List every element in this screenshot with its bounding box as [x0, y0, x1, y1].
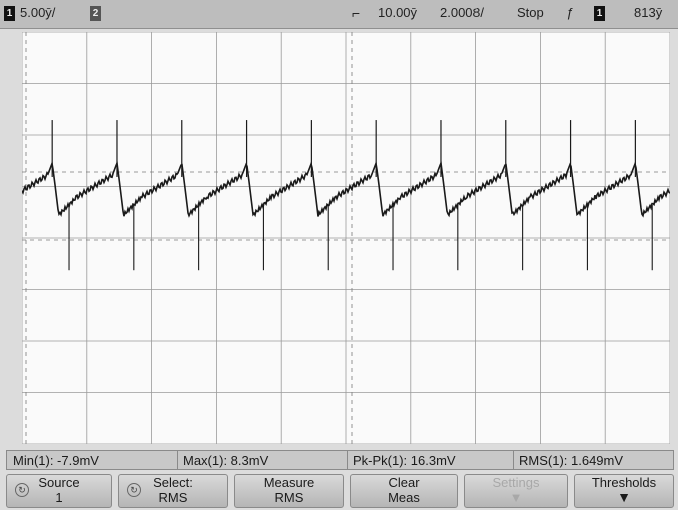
- timebase-scale: 2.000Ȣ/: [440, 5, 485, 20]
- softkey-label: Settings: [492, 475, 540, 490]
- divider: [513, 451, 514, 469]
- measurement-pkpk: Pk-Pk(1): 16.3mV: [353, 453, 456, 468]
- trigger-delay: 10.00ȳ: [378, 5, 418, 20]
- softkey-value: RMS: [274, 490, 304, 505]
- clear-meas-softkey[interactable]: Clear Meas: [350, 474, 458, 508]
- rotate-knob-icon: ↻: [127, 483, 141, 497]
- trigger-position-icon: ⌐: [352, 5, 361, 21]
- measurement-min: Min(1): -7.9mV: [13, 453, 99, 468]
- softkey-value: RMS: [158, 490, 188, 505]
- softkey-label: Thresholds: [591, 475, 657, 490]
- chevron-down-icon: ▼: [509, 490, 523, 505]
- softkey-label: Clear: [388, 475, 420, 490]
- trigger-level: 813ȳ: [634, 5, 663, 20]
- waveform-trace: [22, 160, 670, 218]
- channel-2-indicator[interactable]: 2: [90, 6, 101, 21]
- graticule: [22, 32, 670, 444]
- softkey-label: Source: [38, 475, 80, 490]
- source-softkey[interactable]: ↻ Source 1: [6, 474, 112, 508]
- trigger-source: 1: [594, 6, 605, 21]
- measurement-bar: Min(1): -7.9mV Max(1): 8.3mV Pk-Pk(1): 1…: [6, 450, 674, 470]
- settings-softkey[interactable]: Settings ▼: [464, 474, 568, 508]
- select-softkey[interactable]: ↻ Select: RMS: [118, 474, 228, 508]
- trigger-edge-icon: ƒ: [566, 5, 574, 20]
- waveform-screen[interactable]: [22, 32, 670, 444]
- channel-1-scale: 5.00ȳ/: [20, 5, 56, 20]
- measure-rms-softkey[interactable]: Measure RMS: [234, 474, 344, 508]
- measurement-rms: RMS(1): 1.649mV: [519, 453, 624, 468]
- softkey-row: ↻ Source 1 ↻ Select: RMS Measure RMS Cle…: [0, 472, 678, 510]
- channel-1-indicator[interactable]: 1: [4, 6, 15, 21]
- softkey-value: Meas: [388, 490, 420, 505]
- run-state: Stop: [517, 5, 544, 20]
- measurement-max: Max(1): 8.3mV: [183, 453, 269, 468]
- divider: [347, 451, 348, 469]
- softkey-label: Measure: [263, 475, 315, 490]
- softkey-label: Select:: [153, 475, 193, 490]
- thresholds-softkey[interactable]: Thresholds ▼: [574, 474, 674, 508]
- softkey-value: 1: [55, 490, 63, 505]
- chevron-down-icon: ▼: [617, 489, 631, 505]
- status-bar: 1 5.00ȳ/ 2 ⌐ 10.00ȳ 2.000Ȣ/ Stop ƒ 1 813…: [0, 0, 678, 29]
- divider: [177, 451, 178, 469]
- rotate-knob-icon: ↻: [15, 483, 29, 497]
